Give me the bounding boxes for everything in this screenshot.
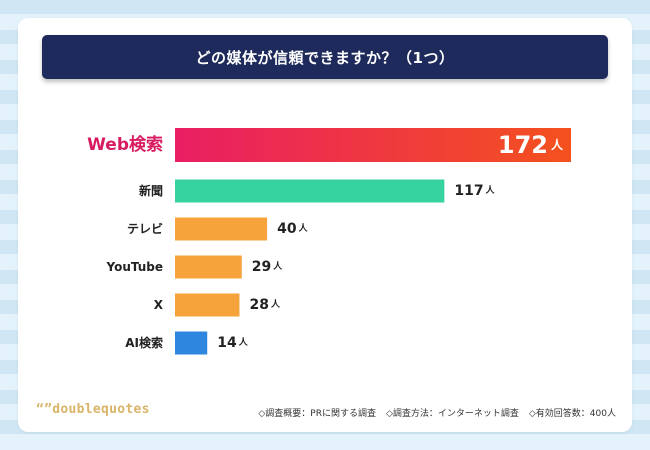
survey-note-overview: ◇調査概要：PRに関する調査	[258, 409, 376, 419]
category-label-3: テレビ	[127, 221, 163, 236]
survey-note-respondents: ◇有効回答数：400人	[528, 409, 616, 419]
category-label-1: Web検索	[87, 134, 163, 155]
bar-4	[175, 255, 242, 279]
category-label-5: X	[154, 298, 164, 312]
category-label-4: YouTube	[105, 260, 163, 274]
brand-logo: “”doublequotes	[36, 402, 150, 417]
bar-3	[175, 217, 268, 241]
value-label-1: 172 人	[498, 131, 564, 159]
bar-5	[175, 293, 240, 317]
category-label-6: AI検索	[125, 335, 163, 350]
value-label-2: 117 人	[454, 183, 495, 199]
value-label-4: 29 人	[252, 259, 283, 275]
category-label-2: 新聞	[139, 183, 163, 198]
value-label-5: 28 人	[249, 297, 280, 313]
value-label-6: 14 人	[217, 335, 248, 351]
survey-note-method: ◇調査方法：インターネット調査	[385, 409, 519, 419]
bar-1	[175, 128, 571, 162]
survey-notes: ◇調査概要：PRに関する調査 ◇調査方法：インターネット調査 ◇有効回答数：40…	[258, 406, 616, 419]
bar-6	[175, 331, 208, 355]
chart-card: どの媒体が信頼できますか？（1つ） Web検索 172 人新聞 117 人テレビ 40 人 Y…	[18, 18, 632, 432]
bar-2	[175, 179, 445, 203]
value-label-3: 40 人	[277, 221, 308, 237]
chart-title: どの媒体が信頼できますか？（1つ）	[42, 35, 608, 79]
